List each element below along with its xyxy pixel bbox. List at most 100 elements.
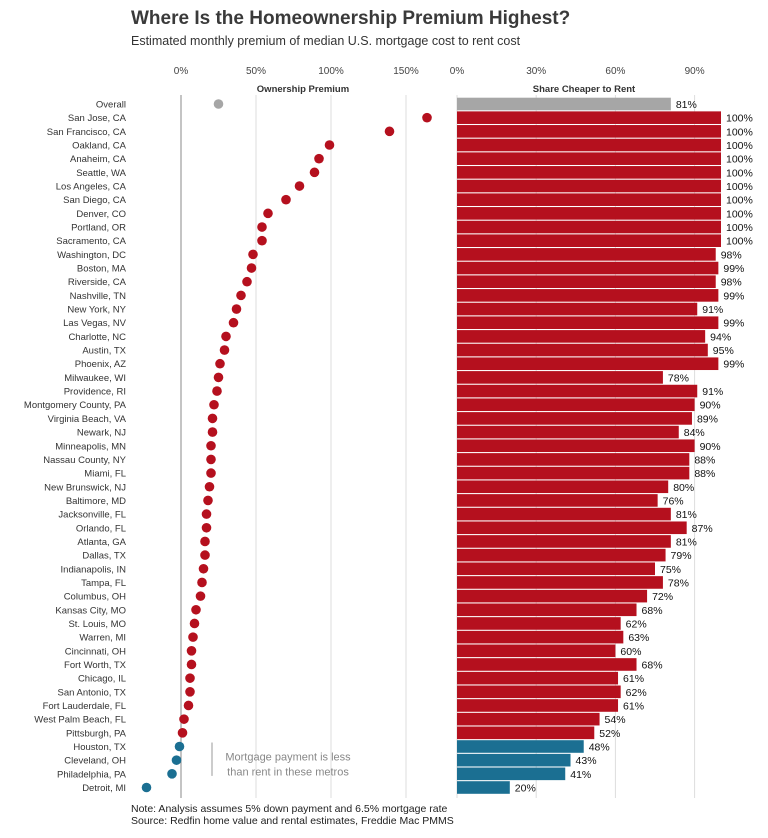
premium-dot [186, 659, 197, 670]
share-bar [457, 179, 721, 193]
share-bar [457, 658, 637, 671]
premium-dot [186, 646, 197, 656]
premium-dot [231, 304, 242, 314]
premium-dot [384, 126, 395, 137]
bar-x-tick-label: 30% [526, 66, 546, 77]
bar-value-label: 48% [589, 741, 610, 753]
row-label: Newark, NJ [77, 428, 126, 439]
row-label: Detroit, MI [82, 783, 126, 794]
bar-value-label: 100% [726, 208, 753, 220]
premium-dot [183, 700, 194, 711]
premium-dot [294, 181, 305, 191]
share-bar [457, 97, 671, 111]
premium-dot [257, 235, 267, 246]
premium-dot [324, 140, 335, 150]
share-bar [457, 494, 658, 507]
row-label: Las Vegas, NV [63, 318, 127, 329]
row-label: Portland, OR [71, 223, 126, 234]
premium-dot [204, 481, 215, 492]
premium-dot [422, 112, 432, 123]
bar-value-label: 89% [697, 413, 718, 425]
premium-dot [198, 563, 209, 574]
row-label: Virginia Beach, VA [48, 414, 127, 425]
row-label: West Palm Beach, FL [34, 715, 126, 726]
bar-value-label: 88% [694, 468, 715, 480]
bar-value-label: 100% [726, 113, 753, 125]
row-label: Jacksonville, FL [58, 510, 126, 521]
row-label: Boston, MA [77, 264, 127, 275]
premium-dot [177, 728, 188, 738]
share-bar [457, 234, 721, 247]
premium-dot [228, 317, 239, 328]
row-label: Seattle, WA [76, 168, 126, 179]
bar-value-label: 81% [676, 509, 697, 521]
share-bar [457, 384, 698, 398]
bar-value-label: 100% [726, 222, 753, 234]
bar-x-tick-label: 60% [605, 66, 625, 77]
row-label: Indianapolis, IN [61, 564, 127, 575]
bar-value-label: 78% [668, 372, 689, 384]
row-label: Phoenix, AZ [75, 359, 126, 370]
row-label: San Jose, CA [68, 113, 127, 124]
bar-value-label: 100% [726, 140, 753, 152]
premium-dot [281, 194, 291, 205]
share-bar [457, 248, 716, 261]
share-bar [457, 767, 566, 781]
share-bar [457, 644, 616, 658]
row-label: Washington, DC [57, 250, 126, 261]
bar-value-label: 98% [721, 277, 742, 289]
row-label: Nassau County, NY [43, 455, 126, 466]
premium-dot [171, 755, 182, 765]
row-label: Providence, RI [64, 387, 126, 398]
share-bar [457, 398, 695, 412]
bar-value-label: 62% [626, 687, 647, 699]
row-label: Dallas, TX [82, 551, 126, 562]
dot-x-tick-label: 50% [246, 66, 266, 77]
row-label: Houston, TX [73, 742, 126, 753]
row-label: San Diego, CA [63, 195, 127, 206]
share-bar [457, 753, 571, 767]
share-bar [457, 685, 621, 699]
row-label: Montgomery County, PA [24, 400, 127, 411]
row-label: Atlanta, GA [77, 537, 126, 548]
bar-value-label: 54% [605, 714, 626, 726]
premium-dot [174, 741, 185, 752]
row-label: Fort Lauderdale, FL [43, 701, 126, 712]
row-label: Cincinnati, OH [65, 646, 126, 657]
bar-value-label: 43% [576, 755, 597, 767]
row-label: Pittsburgh, PA [66, 728, 127, 739]
row-label: Sacramento, CA [56, 236, 126, 247]
share-bar [457, 781, 510, 794]
row-label: Charlotte, NC [68, 332, 126, 343]
premium-dot [221, 331, 231, 342]
bar-value-label: 68% [642, 605, 663, 617]
share-bar [457, 111, 721, 124]
chart-note: Note: Analysis assumes 5% down payment a… [131, 803, 448, 815]
bar-value-label: 95% [713, 345, 734, 357]
premium-dot [213, 372, 224, 383]
premium-dot [201, 522, 212, 533]
bar-value-label: 75% [660, 564, 681, 576]
premium-dot [197, 577, 207, 588]
bar-value-label: 60% [620, 646, 641, 658]
bar-value-label: 100% [726, 154, 753, 166]
bar-value-label: 41% [570, 769, 591, 781]
bar-value-label: 68% [642, 659, 663, 671]
bar-value-label: 100% [726, 195, 753, 207]
premium-dot [213, 99, 224, 109]
bar-value-label: 100% [726, 181, 753, 193]
bar-value-label: 94% [710, 331, 731, 343]
premium-dot [209, 399, 219, 410]
share-bar [457, 535, 671, 548]
row-label: New Brunswick, NJ [44, 482, 126, 493]
share-bar [457, 138, 721, 152]
premium-dot [200, 550, 210, 560]
bar-value-label: 81% [676, 99, 697, 111]
bar-value-label: 72% [652, 591, 673, 603]
bar-value-label: 63% [628, 632, 649, 644]
share-bar [457, 166, 721, 179]
premium-dot [246, 263, 257, 273]
bar-value-label: 90% [700, 441, 721, 453]
row-label: Los Angeles, CA [56, 182, 127, 193]
premium-dot [207, 413, 218, 424]
